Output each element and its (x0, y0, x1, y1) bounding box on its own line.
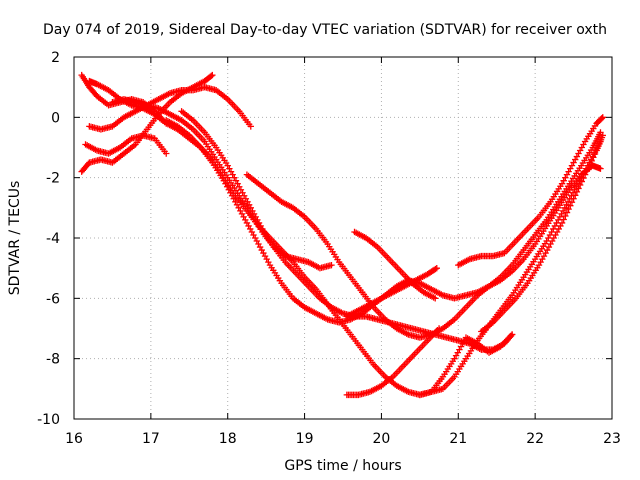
data-point (597, 165, 604, 172)
y-tick-label: -2 (46, 171, 60, 187)
data-point (581, 171, 589, 178)
data-point (432, 295, 439, 302)
data-point (590, 154, 597, 161)
data-point (567, 202, 574, 209)
data-point (435, 325, 443, 332)
data-point (209, 71, 216, 79)
series-track-11 (343, 264, 440, 320)
plot-data (78, 71, 606, 399)
data-point (575, 185, 582, 192)
data-point (599, 132, 606, 139)
series-track-15 (478, 132, 606, 335)
data-point (591, 150, 599, 158)
data-point (586, 161, 594, 168)
data-point (562, 212, 569, 220)
series-track-14 (455, 114, 606, 269)
x-tick-label: 20 (373, 431, 391, 447)
data-point (599, 114, 606, 121)
series-track-10 (343, 325, 443, 399)
x-tick-label: 23 (603, 431, 621, 447)
y-tick-label: -6 (46, 291, 60, 307)
data-point (558, 219, 566, 227)
data-point (568, 199, 576, 206)
series-track-9 (243, 129, 604, 341)
x-axis-title: GPS time / hours (284, 458, 401, 474)
data-point (585, 164, 592, 171)
y-tick-label: -8 (46, 352, 60, 368)
data-point (598, 114, 606, 122)
data-point (432, 265, 439, 273)
data-point (247, 123, 254, 130)
data-point (576, 181, 584, 189)
x-tick-label: 18 (219, 431, 237, 447)
y-tick-label: -4 (46, 231, 60, 247)
data-point (572, 192, 579, 199)
data-point (578, 178, 586, 185)
grid (74, 57, 612, 419)
x-tick-label: 22 (526, 431, 544, 447)
x-tick-label: 19 (296, 431, 314, 447)
data-point (433, 264, 440, 272)
x-tick-label: 21 (449, 431, 467, 447)
data-point (163, 150, 170, 157)
data-point (583, 168, 590, 175)
x-tick-label: 16 (65, 431, 83, 447)
data-point (507, 332, 515, 340)
data-point (588, 157, 595, 165)
chart-title: Day 074 of 2019, Sidereal Day-to-day VTE… (43, 22, 607, 38)
y-tick-label: 0 (51, 110, 60, 126)
y-tick-label: 2 (51, 50, 60, 66)
data-point (508, 331, 516, 338)
data-point (570, 195, 577, 202)
series-track-4 (86, 83, 254, 133)
data-point (565, 205, 572, 213)
data-point (580, 174, 587, 182)
series-track-8 (178, 108, 335, 272)
data-point (208, 72, 215, 80)
axis-ticks: 16 17 18 19 20 21 22 23 -10 -8 -6 -4 -2 0 2 (37, 50, 621, 447)
data-point (560, 216, 567, 223)
series-track-3 (82, 132, 170, 157)
series-track-12 (351, 228, 439, 302)
data-point (328, 261, 335, 269)
x-tick-label: 17 (142, 431, 160, 447)
data-point (573, 188, 581, 196)
data-point (563, 209, 571, 216)
y-tick-label: -10 (37, 412, 60, 428)
y-axis-title: SDTVAR / TECUs (7, 181, 23, 296)
